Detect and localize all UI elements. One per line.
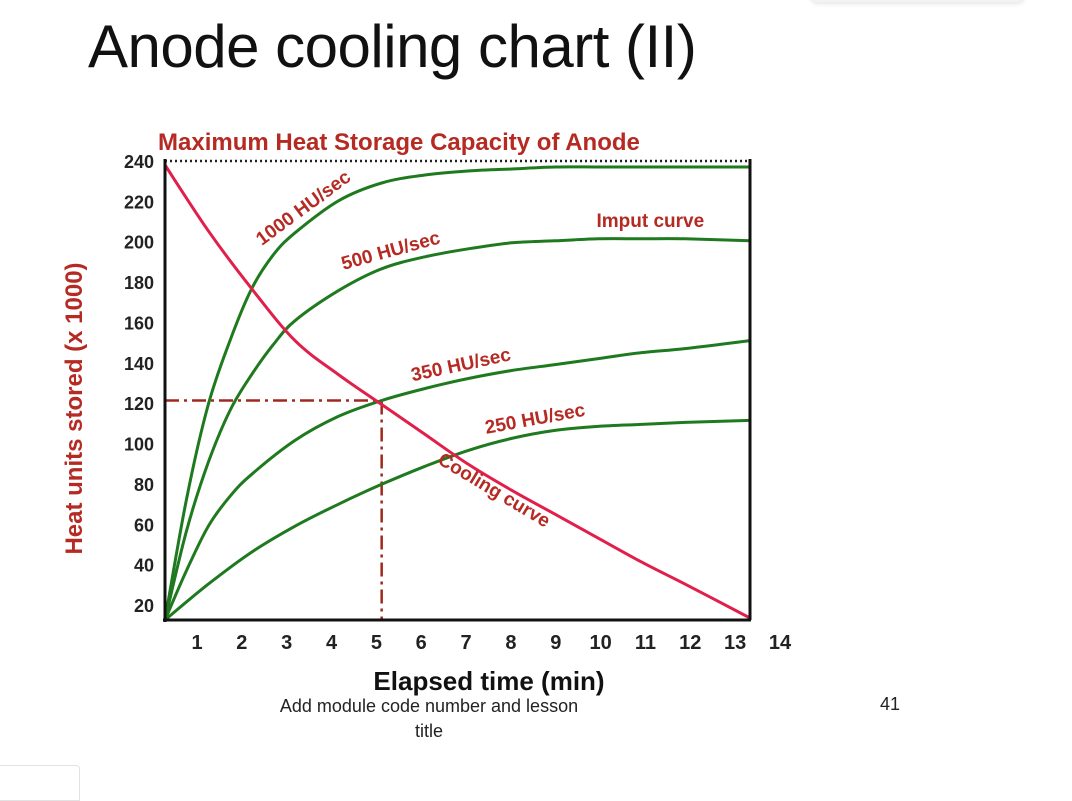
series-line-500-hu-sec [163,237,752,622]
x-tick-label: 2 [236,632,247,654]
y-tick-label: 120 [124,394,154,414]
y-tick-label: 20 [134,596,154,616]
y-tick-label: 240 [124,152,154,172]
reference-lines [165,159,750,620]
slide-number: 41 [880,694,901,714]
y-tick-label: 180 [124,273,154,293]
series-line-250-hu-sec [163,418,752,622]
y-tick-label: 140 [124,354,154,374]
y-tick-label: 220 [124,192,154,212]
annotation-1000-hu-sec: 1000 HU/sec [252,166,355,250]
axes [163,159,752,622]
x-tick-label: 5 [371,632,382,654]
series-layer [163,163,752,622]
x-tick-label: 7 [461,632,472,654]
y-axis-label: Heat units stored (x 1000) [61,262,88,554]
x-axis-label: Elapsed time (min) [373,666,604,696]
top-card-shadow [810,0,1025,2]
x-tick-label: 4 [326,632,338,654]
y-tick-label: 80 [134,475,154,495]
series-line-350-hu-sec [163,339,752,622]
x-tick-label: 9 [550,632,561,654]
slide-title: Anode cooling chart (II) [88,13,697,80]
annotation-500-hu-sec: 500 HU/sec [339,228,443,275]
x-tick-label: 12 [679,632,701,654]
tick-labels: 1 2 3 4 5 6 7 8 9 10 11 12 13 14204060801001201401601… [124,152,792,654]
chart-title: Maximum Heat Storage Capacity of Anode [158,129,640,156]
x-tick-label: 14 [769,632,792,654]
annotation-imput-curve: Imput curve [596,211,704,232]
y-tick-label: 100 [124,435,154,455]
y-tick-label: 40 [134,556,154,576]
y-tick-label: 160 [124,313,154,333]
footer-text: Add module code number and lesson title [279,696,579,741]
x-tick-label: 8 [505,632,516,654]
x-tick-label: 13 [724,632,746,654]
y-tick-label: 60 [134,515,154,535]
x-tick-label: 11 [635,632,656,654]
annotation-cooling-curve: Cooling curve [434,449,553,532]
x-tick-label: 3 [281,632,292,654]
series-line-cooling-curve [163,163,752,620]
series-line-1000-hu-sec [163,165,752,622]
y-tick-label: 200 [124,233,154,253]
x-tick-label: 10 [589,632,611,654]
x-tick-label: 1 [191,632,202,654]
x-tick-label: 6 [416,632,427,654]
